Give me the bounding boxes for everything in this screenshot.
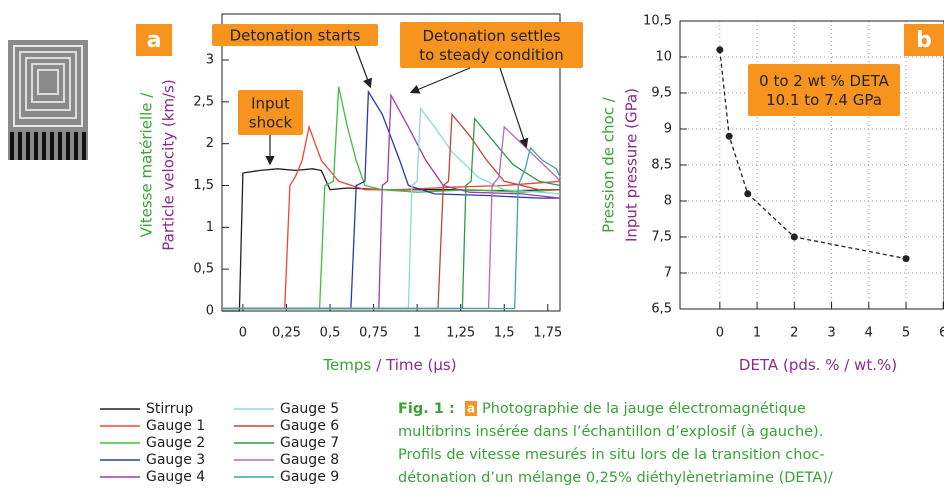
data-point [716, 46, 724, 54]
annotation-arrow [354, 45, 372, 89]
annotation-arrow [409, 67, 471, 94]
y-axis-label: Particle velocity (km/s) [160, 79, 178, 250]
series-line [222, 146, 561, 310]
series-line [222, 89, 560, 310]
series-line [222, 112, 560, 310]
caption-badge [465, 401, 477, 416]
legend-label: Gauge 1 [146, 418, 205, 434]
legend-label: Gauge 6 [280, 418, 339, 434]
plot-frame [221, 13, 561, 312]
x-tick-label: 0,5 [320, 326, 341, 341]
annotation-text: 10.1 to 7.4 GPa [766, 91, 882, 109]
legend-label: Gauge 2 [146, 435, 205, 451]
x-tick-label: 0 [239, 326, 247, 341]
annotation-text: Input [251, 95, 290, 113]
annotation-box [238, 90, 303, 135]
x-axis-label-part: DETA (pds. % / wt.%) [739, 356, 897, 374]
legend-label: Gauge 9 [280, 469, 339, 485]
data-point [744, 190, 752, 198]
series-line [222, 106, 561, 310]
legend-label: Gauge 3 [146, 452, 205, 468]
x-axis-label: Temps / Time (µs) [322, 356, 456, 374]
annotation-box [212, 24, 378, 46]
x-tick-label: 5 [902, 326, 910, 341]
series-line [222, 92, 561, 310]
caption-line: détonation d’un mélange 0,25% diéthylène… [398, 470, 833, 486]
y-tick-label: 8,5 [651, 158, 672, 173]
y-tick-label: 2,5 [193, 94, 214, 109]
x-tick-label: 4 [865, 326, 873, 341]
y-tick-label: 10,5 [643, 14, 672, 29]
y-axis-label: Input pressure (GPa) [623, 88, 641, 242]
legend-label: Stirrup [146, 401, 193, 417]
x-tick-label: 0 [716, 326, 724, 341]
annotation-text: shock [249, 114, 293, 132]
y-tick-label: 9,5 [651, 86, 672, 101]
y-tick-label: 10 [655, 50, 672, 65]
y-tick-label: 3 [206, 53, 214, 68]
x-tick-label: 1,5 [494, 326, 515, 341]
caption-line: multibrins insérée dans l’échantillon d’… [398, 424, 823, 440]
series-line [222, 124, 561, 310]
data-point [725, 132, 733, 140]
panel-letter: b [916, 28, 932, 53]
annotation-text: Detonation starts [230, 27, 361, 45]
caption-label: Fig. 1 : [398, 401, 455, 417]
x-tick-label: 1,75 [533, 326, 562, 341]
panel-letter: a [147, 28, 162, 53]
annotation-text: Detonation settles [422, 27, 560, 45]
x-tick-label: 1,25 [446, 326, 475, 341]
legend-label: Gauge 8 [280, 452, 339, 468]
series-line [222, 86, 561, 310]
panel-badge [904, 24, 944, 56]
y-tick-label: 7,5 [651, 230, 672, 245]
series-line [222, 116, 561, 310]
data-point [790, 233, 798, 241]
x-tick-label: 0,25 [272, 326, 301, 341]
annotation-text: to steady condition [419, 46, 563, 64]
y-tick-label: 1 [206, 220, 214, 235]
x-tick-label: 2 [790, 326, 798, 341]
x-tick-label: 0,75 [359, 326, 388, 341]
y-tick-label: 0 [206, 304, 214, 319]
legend-label: Gauge 5 [280, 401, 339, 417]
x-tick-label: 1 [753, 326, 761, 341]
y-tick-label: 7 [664, 266, 672, 281]
x-axis-label-part: / Time (µs) [376, 356, 456, 374]
y-axis-label: Vitesse matérielle / [138, 92, 156, 238]
series-line [222, 125, 561, 310]
y-tick-label: 1,5 [193, 178, 214, 193]
legend-label: Gauge 4 [146, 469, 205, 485]
gauge-photo [8, 40, 88, 160]
caption-line: Photographie de la jauge électromagnétiq… [482, 401, 806, 417]
x-axis-label-part: Temps [322, 356, 371, 374]
annotation-arrow [499, 67, 529, 149]
y-axis-label: Pression de choc / [600, 96, 618, 233]
y-tick-label: 6,5 [651, 302, 672, 317]
x-tick-label: 3 [827, 326, 835, 341]
annotation-box [748, 64, 900, 116]
x-tick-label: 6 [939, 326, 944, 341]
caption-badge-letter: a [467, 402, 475, 416]
caption-line: Profils de vitesse mesurés in situ lors … [398, 447, 825, 463]
y-tick-label: 2 [206, 136, 214, 151]
y-tick-label: 0,5 [193, 262, 214, 277]
x-tick-label: 1 [413, 326, 421, 341]
annotation-text: 0 to 2 wt % DETA [759, 72, 889, 90]
legend-label: Gauge 7 [280, 435, 339, 451]
annotation-box [400, 22, 583, 68]
y-tick-label: 9 [664, 122, 672, 137]
data-point [902, 255, 910, 263]
panel-badge [136, 24, 172, 56]
y-tick-label: 8 [664, 194, 672, 209]
x-axis-label: DETA (pds. % / wt.%) [739, 356, 897, 374]
